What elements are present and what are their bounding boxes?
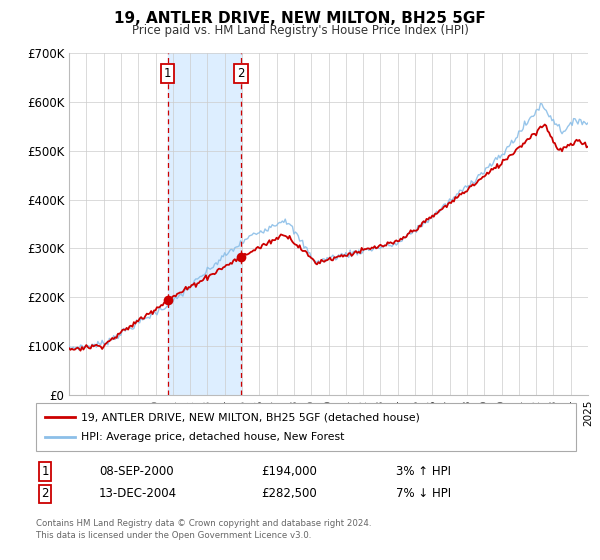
- Text: Contains HM Land Registry data © Crown copyright and database right 2024.: Contains HM Land Registry data © Crown c…: [36, 519, 371, 528]
- Text: 19, ANTLER DRIVE, NEW MILTON, BH25 5GF: 19, ANTLER DRIVE, NEW MILTON, BH25 5GF: [114, 11, 486, 26]
- Text: Price paid vs. HM Land Registry's House Price Index (HPI): Price paid vs. HM Land Registry's House …: [131, 24, 469, 36]
- Text: 19, ANTLER DRIVE, NEW MILTON, BH25 5GF (detached house): 19, ANTLER DRIVE, NEW MILTON, BH25 5GF (…: [81, 413, 420, 422]
- Text: £194,000: £194,000: [261, 465, 317, 478]
- Text: 2: 2: [41, 487, 49, 501]
- Text: 7% ↓ HPI: 7% ↓ HPI: [396, 487, 451, 501]
- Bar: [167, 53, 241, 395]
- Text: 08-SEP-2000: 08-SEP-2000: [99, 465, 173, 478]
- Text: £282,500: £282,500: [261, 487, 317, 501]
- Text: This data is licensed under the Open Government Licence v3.0.: This data is licensed under the Open Gov…: [36, 531, 311, 540]
- Text: 3% ↑ HPI: 3% ↑ HPI: [396, 465, 451, 478]
- Text: 2: 2: [238, 67, 245, 80]
- Text: 1: 1: [41, 465, 49, 478]
- Text: HPI: Average price, detached house, New Forest: HPI: Average price, detached house, New …: [81, 432, 344, 442]
- Text: 13-DEC-2004: 13-DEC-2004: [99, 487, 177, 501]
- Text: 1: 1: [164, 67, 172, 80]
